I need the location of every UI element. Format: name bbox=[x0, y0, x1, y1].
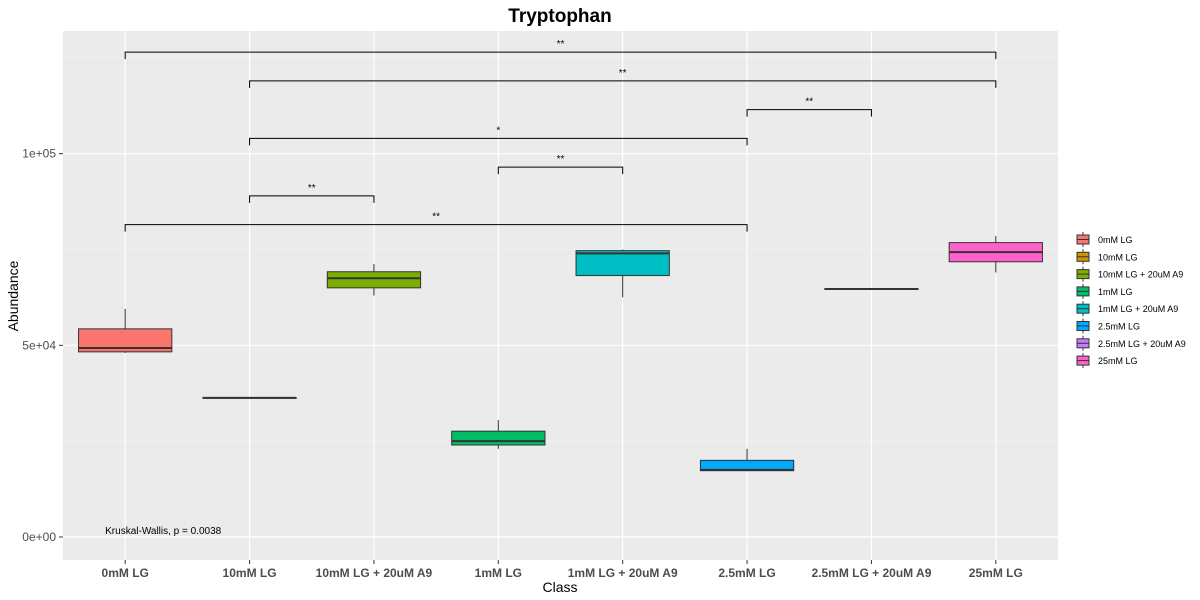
box-body bbox=[575, 250, 670, 277]
bracket-line bbox=[249, 80, 997, 88]
bracket-line bbox=[124, 224, 748, 232]
significance-bracket: ** bbox=[249, 68, 997, 88]
significance-label: * bbox=[496, 125, 500, 136]
bracket-line bbox=[249, 137, 748, 146]
grid-lines bbox=[63, 31, 1058, 560]
bracket-line bbox=[249, 195, 375, 203]
chart-title: Tryptophan bbox=[508, 6, 611, 27]
significance-bracket: ** bbox=[124, 212, 748, 232]
legend-label: 10mM LG + 20uM A9 bbox=[1098, 270, 1183, 280]
x-axis-title: Class bbox=[542, 579, 577, 595]
box-2-5mm-lg-20um-a9 bbox=[824, 287, 919, 290]
box-body bbox=[451, 430, 546, 446]
boxes bbox=[78, 236, 1043, 472]
legend-item: 10mM LG bbox=[1076, 249, 1138, 265]
x-tick-label: 10mM LG bbox=[223, 566, 277, 580]
legend-label: 0mM LG bbox=[1098, 235, 1133, 245]
x-tick-label: 0mM LG bbox=[102, 566, 149, 580]
bracket-line bbox=[124, 51, 997, 60]
legend-label: 25mM LG bbox=[1098, 356, 1138, 366]
y-tick-label: 5e+04 bbox=[22, 338, 56, 352]
significance-bracket: ** bbox=[124, 39, 997, 60]
significance-label: ** bbox=[557, 154, 565, 165]
significance-label: ** bbox=[557, 39, 565, 50]
box-2-5mm-lg bbox=[699, 448, 795, 472]
box-1mm-lg-20um-a9 bbox=[575, 249, 670, 298]
significance-label: ** bbox=[619, 68, 627, 79]
legend-label: 1mM LG bbox=[1098, 287, 1133, 297]
x-tick-label: 1mM LG + 20uM A9 bbox=[568, 566, 678, 580]
y-tick-label: 1e+05 bbox=[22, 147, 56, 161]
legend-item: 10mM LG + 20uM A9 bbox=[1076, 266, 1183, 282]
x-tick-label: 2.5mM LG bbox=[718, 566, 775, 580]
significance-label: ** bbox=[432, 212, 440, 223]
plot-panel bbox=[63, 31, 1058, 560]
box-25mm-lg bbox=[948, 236, 1043, 273]
box-body bbox=[78, 328, 173, 353]
legend-label: 1mM LG + 20uM A9 bbox=[1098, 304, 1178, 314]
significance-bracket: * bbox=[249, 125, 748, 146]
significance-bracket: ** bbox=[497, 154, 624, 175]
significance-brackets: ************* bbox=[124, 39, 997, 232]
legend: 0mM LG 10mM LG 10mM LG + 20uM A9 1mM LG 1mM … bbox=[1076, 232, 1186, 369]
legend-item: 2.5mM LG bbox=[1076, 318, 1140, 334]
box-0mm-lg bbox=[78, 308, 173, 353]
box-body bbox=[326, 271, 422, 289]
bracket-line bbox=[746, 109, 872, 117]
x-tick-label: 25mM LG bbox=[969, 566, 1023, 580]
y-tick-label: 0e+00 bbox=[22, 530, 56, 544]
y-axis: 0e+00 5e+04 1e+05 bbox=[22, 147, 63, 544]
legend-item: 0mM LG bbox=[1076, 232, 1133, 247]
bracket-line bbox=[497, 166, 624, 175]
box-10mm-lg-20um-a9 bbox=[326, 264, 422, 296]
x-tick-label: 1mM LG bbox=[475, 566, 522, 580]
x-tick-label: 10mM LG + 20uM A9 bbox=[316, 566, 433, 580]
legend-item: 1mM LG + 20uM A9 bbox=[1076, 301, 1178, 317]
box-1mm-lg bbox=[451, 420, 546, 449]
legend-item: 1mM LG bbox=[1076, 283, 1133, 299]
box-10mm-lg bbox=[202, 396, 297, 399]
legend-label: 2.5mM LG bbox=[1098, 322, 1140, 332]
x-tick-label: 2.5mM LG + 20uM A9 bbox=[811, 566, 931, 580]
legend-item: 2.5mM LG + 20uM A9 bbox=[1076, 335, 1186, 351]
significance-bracket: ** bbox=[249, 183, 375, 203]
kruskal-wallis-annotation: Kruskal-Wallis, p = 0.0038 bbox=[105, 526, 222, 537]
y-axis-title: Abundance bbox=[5, 260, 21, 331]
legend-label: 10mM LG bbox=[1098, 252, 1138, 262]
legend-item: 25mM LG bbox=[1076, 353, 1138, 369]
legend-label: 2.5mM LG + 20uM A9 bbox=[1098, 339, 1186, 349]
x-axis: 0mM LG 10mM LG 10mM LG + 20uM A9 1mM LG 1mM … bbox=[102, 560, 1023, 580]
significance-bracket: ** bbox=[746, 97, 872, 117]
significance-label: ** bbox=[805, 97, 813, 108]
significance-label: ** bbox=[308, 183, 316, 194]
